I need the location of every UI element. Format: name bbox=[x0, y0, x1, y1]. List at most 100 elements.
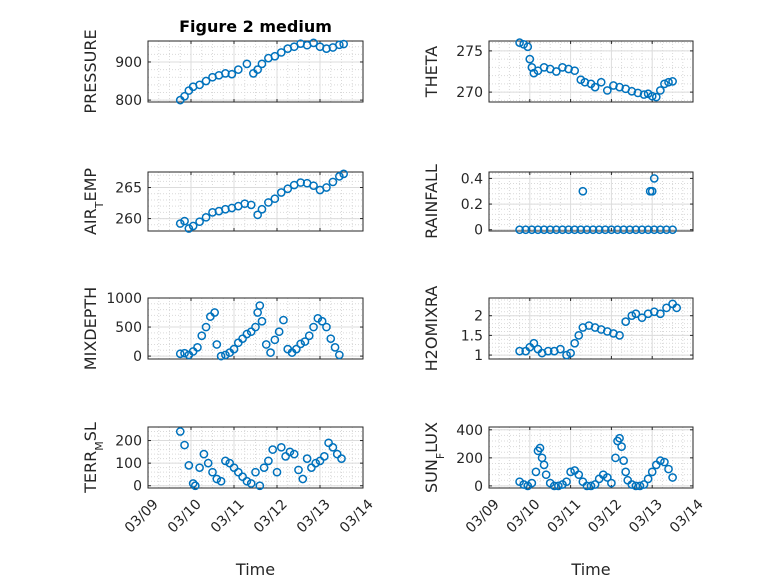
data-point bbox=[562, 477, 571, 487]
data-point bbox=[212, 474, 222, 484]
data-point bbox=[283, 184, 293, 194]
data-point bbox=[635, 481, 645, 491]
x-tick-label: 03/10 bbox=[165, 496, 205, 536]
data-point bbox=[574, 331, 584, 340]
data-point bbox=[643, 225, 653, 235]
y-tick-label: 900 bbox=[115, 55, 142, 71]
data-point bbox=[257, 59, 267, 69]
data-point bbox=[294, 465, 303, 475]
data-point bbox=[660, 79, 669, 89]
data-point bbox=[521, 225, 531, 235]
data-point bbox=[619, 225, 628, 235]
data-point bbox=[270, 335, 280, 345]
y-axis-label: PRESSURE bbox=[81, 29, 100, 113]
data-point bbox=[302, 454, 312, 463]
x-tick-label: 03/12 bbox=[251, 496, 291, 536]
subplot-3: 260 265 AIRTEMP bbox=[81, 168, 364, 235]
data-point bbox=[588, 225, 598, 235]
data-point bbox=[602, 473, 612, 482]
x-tick-label: 03/14 bbox=[337, 496, 377, 536]
data-point bbox=[549, 481, 559, 491]
data-point bbox=[662, 303, 671, 313]
data-point bbox=[221, 350, 230, 360]
y-tick-label: 400 bbox=[456, 423, 483, 439]
data-point bbox=[564, 225, 573, 235]
data-point bbox=[201, 212, 211, 222]
data-point bbox=[656, 456, 665, 466]
data-point bbox=[651, 92, 661, 102]
data-point bbox=[274, 327, 284, 337]
data-point bbox=[664, 77, 673, 87]
data-point bbox=[543, 346, 553, 356]
data-point bbox=[203, 458, 213, 468]
y-axis-label: H2OMIXRA bbox=[422, 286, 441, 372]
data-point bbox=[578, 186, 588, 196]
data-point bbox=[233, 65, 243, 74]
x-tick-label: 03/10 bbox=[504, 496, 544, 536]
data-point bbox=[335, 350, 344, 360]
data-point bbox=[309, 38, 318, 48]
data-point bbox=[197, 331, 207, 341]
data-point bbox=[649, 174, 659, 183]
data-point bbox=[326, 334, 336, 344]
y-axis-label: TERRMSL bbox=[81, 422, 106, 494]
data-point bbox=[242, 329, 252, 339]
data-point bbox=[304, 331, 314, 341]
data-point bbox=[255, 481, 265, 491]
data-point bbox=[656, 86, 665, 95]
data-point bbox=[574, 470, 584, 480]
data-point bbox=[607, 478, 616, 488]
data-point bbox=[201, 322, 211, 332]
y-tick-label: 2 bbox=[474, 309, 483, 325]
data-point bbox=[631, 225, 641, 235]
data-point bbox=[596, 77, 606, 87]
data-point bbox=[332, 449, 342, 459]
data-point bbox=[535, 443, 545, 453]
x-axis-label: Time bbox=[570, 560, 610, 579]
data-point bbox=[556, 344, 565, 354]
data-point bbox=[656, 225, 665, 235]
chart-title: Figure 2 medium bbox=[179, 17, 332, 36]
data-point bbox=[551, 225, 561, 235]
subplot-5: 0 500 1000 MIXDEPTH bbox=[81, 287, 364, 370]
data-point bbox=[625, 225, 635, 235]
data-point bbox=[193, 343, 202, 352]
axes-box bbox=[147, 297, 364, 360]
axes-box bbox=[488, 40, 694, 103]
y-tick-label: 0.4 bbox=[461, 171, 483, 187]
data-point bbox=[566, 467, 575, 477]
data-point bbox=[319, 452, 329, 461]
data-point bbox=[246, 200, 256, 210]
data-point bbox=[335, 171, 344, 181]
data-point bbox=[643, 474, 653, 484]
data-point bbox=[276, 188, 286, 197]
data-point bbox=[515, 225, 524, 235]
data-point bbox=[242, 59, 252, 69]
data-point bbox=[281, 452, 290, 461]
axes-box bbox=[147, 40, 364, 103]
data-point bbox=[570, 66, 580, 76]
subplot-4: 0 0.2 0.4 RAINFALL bbox=[422, 164, 694, 239]
data-point bbox=[322, 183, 331, 192]
y-tick-label: 270 bbox=[456, 85, 483, 101]
data-point bbox=[238, 334, 247, 344]
data-point bbox=[268, 445, 278, 454]
data-point bbox=[296, 339, 305, 349]
data-point bbox=[289, 449, 299, 459]
data-point bbox=[582, 225, 592, 235]
data-point bbox=[208, 467, 217, 477]
data-point bbox=[328, 177, 338, 187]
axes-box bbox=[147, 171, 364, 232]
data-point bbox=[639, 480, 649, 489]
data-point bbox=[253, 210, 262, 220]
x-tick-label: 03/11 bbox=[545, 496, 585, 536]
y-axis-label: AIRTEMP bbox=[81, 168, 106, 235]
data-point bbox=[637, 225, 647, 235]
data-point bbox=[662, 225, 671, 235]
subplot-8: 0 200 400 03/09 03/10 03/11 03/12 03/13 03/14 Tim… bbox=[422, 422, 707, 579]
data-point bbox=[317, 316, 327, 326]
y-tick-label: 0 bbox=[474, 479, 483, 495]
data-point bbox=[188, 221, 198, 231]
data-point bbox=[328, 442, 338, 452]
data-point bbox=[590, 480, 600, 489]
